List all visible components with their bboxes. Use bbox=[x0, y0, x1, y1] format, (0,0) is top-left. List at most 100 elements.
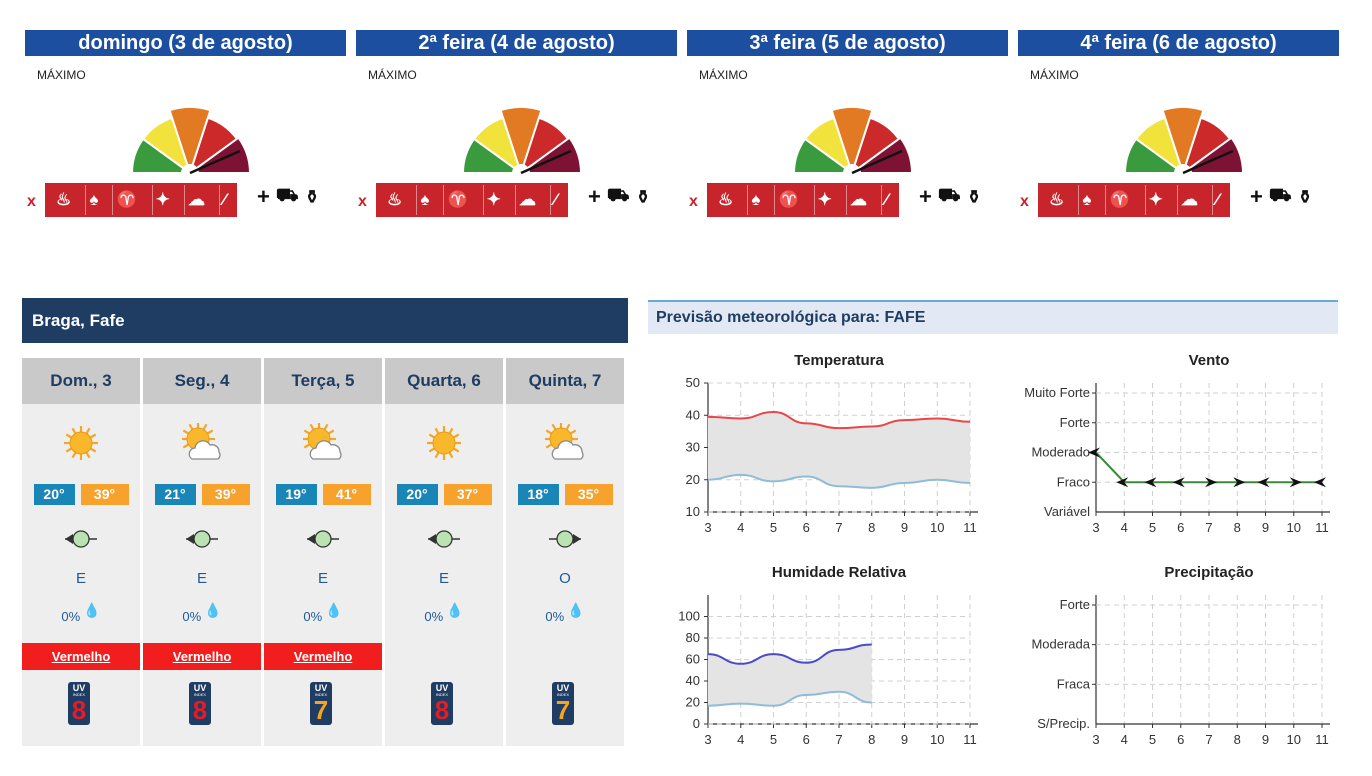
ban-prefix: x bbox=[689, 193, 698, 210]
wind-arrow-marker bbox=[1205, 477, 1217, 488]
x-tick-label: 7 bbox=[835, 732, 842, 747]
wind-arrow-marker bbox=[1116, 477, 1129, 488]
ban-prefix: x bbox=[27, 193, 36, 210]
wind-direction-label: O bbox=[559, 570, 571, 587]
fire-icon: ♠ bbox=[416, 185, 429, 215]
x-tick-label: 11 bbox=[963, 520, 977, 535]
wind-arrow-marker bbox=[1257, 477, 1270, 488]
x-tick-label: 7 bbox=[1205, 732, 1212, 747]
x-tick-label: 9 bbox=[1262, 732, 1269, 747]
sun-cloud-icon bbox=[545, 423, 584, 460]
wind-direction-label: E bbox=[75, 570, 86, 587]
allowed-equipment: + ⛟ ⚱ bbox=[1250, 184, 1313, 210]
humidity-chart: Humidade Relativa 3 4 5 6 7 8 9 10 11 0 20 40 60 80 100 bbox=[678, 564, 978, 747]
uv-sublabel: INDEX bbox=[314, 692, 328, 697]
forecast-day-name: Quarta, 6 bbox=[385, 358, 503, 404]
x-tick-label: 3 bbox=[704, 520, 711, 535]
y-category-label: Forte bbox=[1060, 597, 1090, 612]
allow-prefix: + bbox=[919, 184, 932, 209]
x-tick-label: 7 bbox=[1205, 520, 1212, 535]
temp-min-badge: 20° bbox=[396, 484, 438, 505]
wind-direction-label: E bbox=[438, 570, 449, 587]
temp-max-badge: 41° bbox=[322, 484, 371, 505]
y-tick-label: 40 bbox=[686, 673, 700, 688]
x-tick-label: 8 bbox=[1234, 732, 1241, 747]
range-band bbox=[708, 412, 970, 488]
range-band bbox=[708, 644, 872, 706]
raindrop-icon: 💧 bbox=[446, 602, 464, 618]
forecast-day-name: Quinta, 7 bbox=[506, 358, 624, 404]
uv-index-badge: UV INDEX 8 bbox=[189, 682, 211, 725]
allowed-equipment: + ⛟ ⚱ bbox=[919, 184, 982, 210]
x-tick-label: 10 bbox=[1287, 520, 1301, 535]
wind-arrow-marker bbox=[1144, 477, 1157, 488]
uv-index-badge: UV INDEX 7 bbox=[552, 682, 574, 725]
chart-title: Temperatura bbox=[794, 352, 884, 369]
fire-risk-gauge-icon bbox=[792, 106, 914, 175]
x-tick-label: 7 bbox=[835, 520, 842, 535]
chart-title: Vento bbox=[1189, 352, 1230, 369]
uv-index-badge: UV INDEX 8 bbox=[68, 682, 90, 725]
precipitation-chance: 0% 💧 bbox=[264, 602, 382, 624]
alert-link[interactable]: Vermelho bbox=[143, 643, 261, 670]
fire-risk-gauge-icon bbox=[461, 106, 583, 175]
y-category-label: Moderada bbox=[1031, 637, 1090, 652]
wind-arrow-marker bbox=[1289, 477, 1302, 488]
uv-label: UV bbox=[556, 683, 570, 693]
x-tick-label: 4 bbox=[1121, 520, 1128, 535]
wind-arrow-marker bbox=[1088, 447, 1100, 458]
uv-label: UV bbox=[314, 683, 328, 693]
location-title: Braga, Fafe bbox=[22, 298, 628, 343]
wind-arrow-marker bbox=[1314, 477, 1326, 488]
chart-title: Precipitação bbox=[1164, 564, 1253, 581]
y-tick-label: 20 bbox=[686, 695, 700, 710]
x-tick-label: 6 bbox=[803, 732, 810, 747]
uv-sublabel: INDEX bbox=[72, 692, 86, 697]
y-tick-label: 50 bbox=[686, 375, 700, 390]
fire-risk-level-label: MÁXIMO bbox=[1030, 68, 1079, 82]
gauge-needle bbox=[520, 149, 572, 175]
fire-risk-day-1: 2ª feira (4 de agosto) MÁXIMO x ♨ ♠ ♈ ✦ … bbox=[356, 30, 677, 220]
raindrop-icon: 💧 bbox=[567, 602, 585, 618]
series-line-min bbox=[707, 473, 971, 489]
uv-sublabel: INDEX bbox=[435, 692, 449, 697]
forecast-day-name: Seg., 4 bbox=[143, 358, 261, 404]
precipitation-chart: Precipitação 3 4 5 6 7 8 9 10 11 S/Precip. Fraca Mod… bbox=[1031, 564, 1330, 747]
y-tick-label: 10 bbox=[686, 504, 700, 519]
smoke-extractor-icon: ☁ bbox=[183, 185, 205, 215]
alert-link[interactable]: Vermelho bbox=[264, 643, 382, 670]
allow-prefix: + bbox=[1250, 184, 1263, 209]
banned-activities-strip: ♨ ♠ ♈ ✦ ☁ ⁄ bbox=[1038, 183, 1230, 217]
tractor-icon: ⛟ bbox=[275, 185, 299, 205]
raindrop-icon: 💧 bbox=[204, 602, 222, 618]
precipitation-chance: 0% 💧 bbox=[385, 602, 503, 624]
wind-direction-icon bbox=[549, 530, 581, 548]
uv-label: UV bbox=[193, 683, 207, 693]
fire-risk-day-header: 2ª feira (4 de agosto) bbox=[356, 30, 677, 56]
uv-label: UV bbox=[72, 683, 86, 693]
x-tick-label: 5 bbox=[1149, 520, 1156, 535]
barbecue-icon: ♈ bbox=[774, 185, 800, 215]
banned-activities-strip: ♨ ♠ ♈ ✦ ☁ ⁄ bbox=[45, 183, 237, 217]
x-tick-label: 8 bbox=[1234, 520, 1241, 535]
ban-prefix: x bbox=[1020, 193, 1029, 210]
wind-direction-icon bbox=[428, 530, 460, 548]
fire-extinguisher-icon: ⚱ bbox=[1297, 186, 1313, 207]
tractor-icon: ⛟ bbox=[937, 185, 961, 205]
y-category-label: Moderado bbox=[1031, 445, 1090, 460]
temp-max-badge: 35° bbox=[564, 484, 613, 505]
x-tick-label: 9 bbox=[901, 520, 908, 535]
alert-link[interactable]: Vermelho bbox=[22, 643, 140, 670]
x-tick-label: 5 bbox=[1149, 732, 1156, 747]
temp-min-badge: 20° bbox=[33, 484, 75, 505]
x-tick-label: 6 bbox=[803, 520, 810, 535]
wind-arrow-marker bbox=[1233, 477, 1246, 488]
allow-prefix: + bbox=[257, 184, 270, 209]
x-tick-label: 6 bbox=[1177, 732, 1184, 747]
forecast-day-4: Quinta, 7 18° 35° O 0% 💧 UV INDEX 7 bbox=[506, 358, 624, 746]
meteo-forecast-title: Previsão meteorológica para: FAFE bbox=[648, 300, 1338, 334]
x-tick-label: 4 bbox=[737, 520, 744, 535]
forecast-day-3: Quarta, 6 20° 37° E 0% 💧 UV INDEX 8 bbox=[385, 358, 503, 746]
precipitation-chance: 0% 💧 bbox=[22, 602, 140, 624]
